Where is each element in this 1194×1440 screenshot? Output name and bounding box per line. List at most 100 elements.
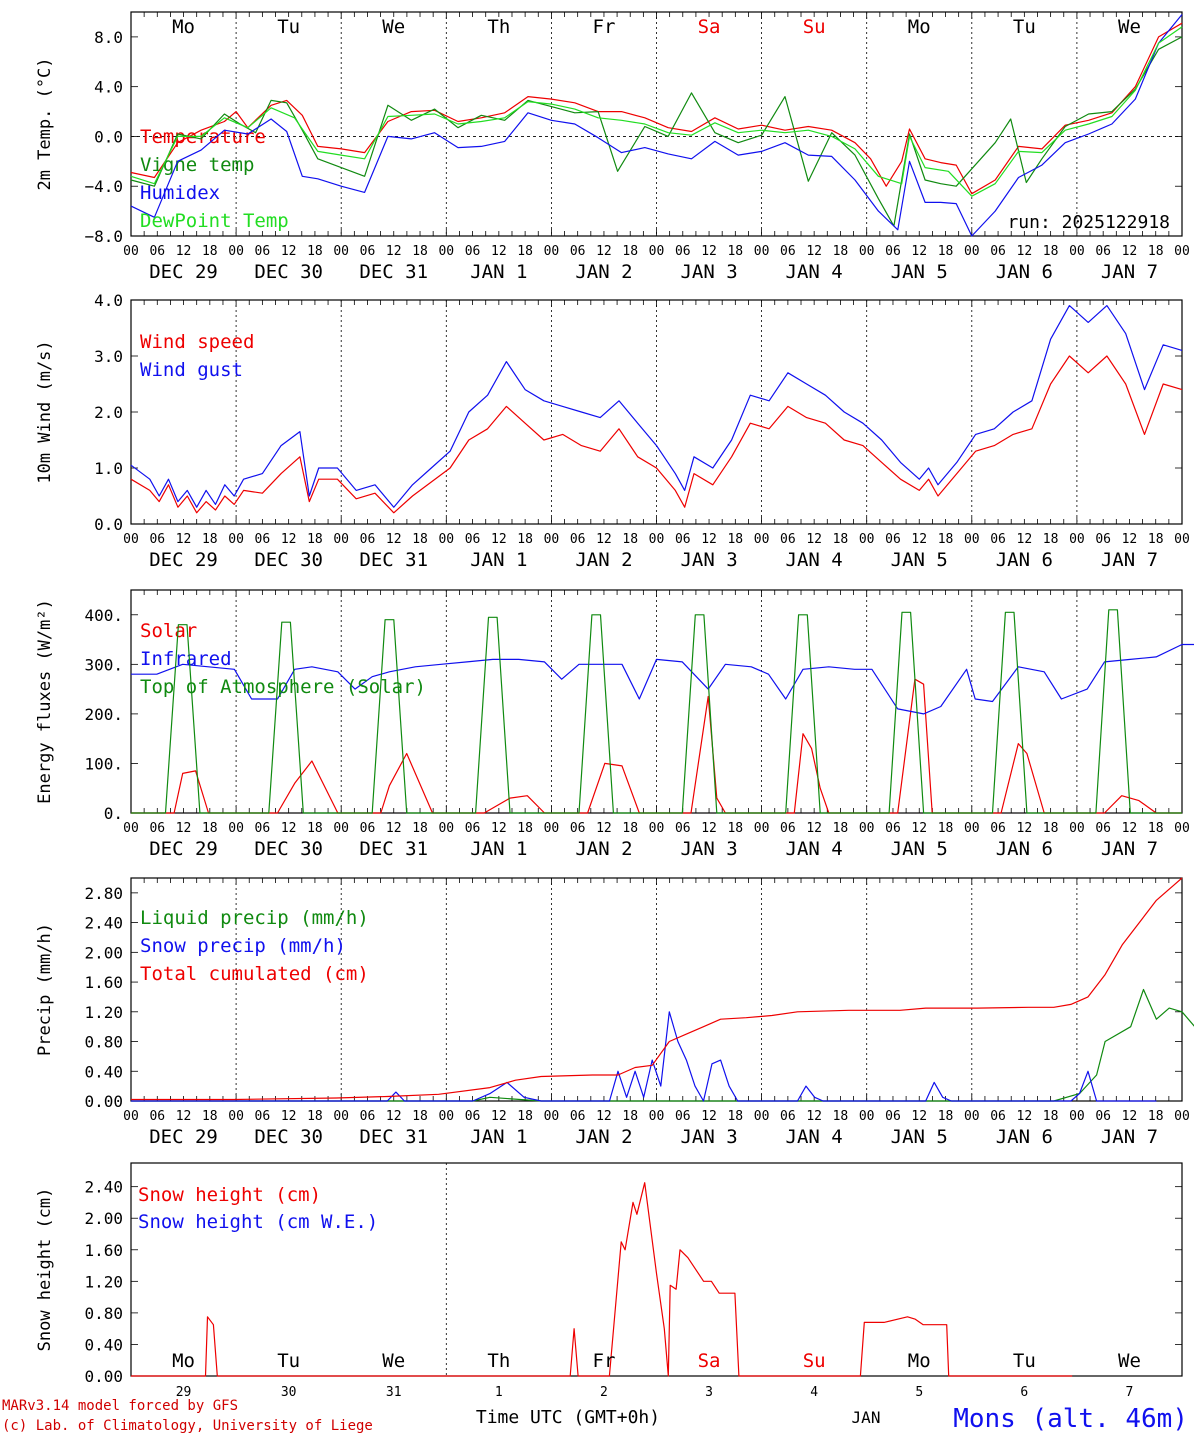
date-label: JAN 6 [996, 838, 1053, 860]
hour-label: 00 [1174, 532, 1190, 547]
hour-label: 06 [570, 821, 586, 836]
date-label: JAN 2 [575, 838, 632, 860]
legend-entry: Infrared [140, 648, 232, 670]
hour-label: 00 [123, 1109, 139, 1124]
hour-label: 18 [1148, 1109, 1164, 1124]
hour-label: 00 [649, 532, 665, 547]
hour-label: 18 [727, 821, 743, 836]
hour-label: 06 [570, 1109, 586, 1124]
date-label: JAN 5 [891, 261, 948, 283]
hour-label: 00 [228, 244, 244, 259]
weekday-label: Fr [593, 16, 616, 38]
y-tick-label: 1.60 [84, 1241, 123, 1260]
series-line-dewpoint-temp [130, 26, 1183, 197]
date-label: DEC 31 [359, 549, 428, 571]
hour-label: 00 [964, 821, 980, 836]
date-label: JAN 3 [680, 261, 737, 283]
hour-label: 06 [885, 1109, 901, 1124]
hour-label: 06 [675, 532, 691, 547]
hour-label: 12 [1017, 244, 1033, 259]
y-axis-title: Precip (mm/h) [35, 923, 55, 1056]
hour-label: 18 [202, 532, 218, 547]
date-label: DEC 31 [359, 1126, 428, 1148]
hour-label: 12 [806, 821, 822, 836]
hour-label: 18 [938, 1109, 954, 1124]
hour-label: 12 [386, 532, 402, 547]
hour-label: 06 [990, 1109, 1006, 1124]
hour-label: 06 [1095, 532, 1111, 547]
hour-label: 06 [255, 532, 271, 547]
hour-label: 00 [438, 244, 454, 259]
hour-label: 06 [780, 244, 796, 259]
hour-label: 00 [123, 244, 139, 259]
y-tick-label: 0.0 [94, 127, 123, 146]
y-axis-title: 2m Temp. (°C) [35, 57, 55, 190]
day-number-label: 31 [386, 1385, 402, 1400]
hour-label: 06 [675, 244, 691, 259]
legend-entry: Total cumulated (cm) [140, 963, 369, 985]
hour-label: 00 [228, 532, 244, 547]
date-label: JAN 6 [996, 549, 1053, 571]
series-line-liquid-precip-mm-h- [131, 988, 1194, 1102]
hour-label: 06 [990, 532, 1006, 547]
hour-label: 18 [622, 532, 638, 547]
hour-label: 18 [622, 244, 638, 259]
y-tick-label: 2.00 [84, 943, 123, 962]
panel-10m-wind: 4.0 3.0 2.0 1.0 0.0 10m Wind (m/s) Wind speed W… [35, 291, 1190, 571]
hour-label: 12 [1017, 821, 1033, 836]
day-number-label: 2 [600, 1385, 608, 1400]
day-number-label: 30 [281, 1385, 297, 1400]
legend-entry: Wind gust [140, 359, 243, 381]
hour-label: 00 [333, 244, 349, 259]
hour-label: 18 [307, 1109, 323, 1124]
hour-label: 12 [1017, 1109, 1033, 1124]
y-tick-label: 200. [84, 705, 123, 724]
hour-label: 06 [255, 1109, 271, 1124]
hour-label: 00 [964, 532, 980, 547]
legend-entry: Snow height (cm W.E.) [138, 1211, 378, 1233]
hour-label: 12 [281, 1109, 297, 1124]
series-line-vigne-temp [130, 36, 1183, 227]
y-tick-label: 0.00 [84, 1367, 123, 1386]
run-annotation: run: 2025122918 [1007, 212, 1170, 233]
hour-label: 00 [1069, 821, 1085, 836]
hour-label: 00 [859, 1109, 875, 1124]
series-line-snow-precip-mm-h- [131, 1011, 1157, 1102]
weekday-label: Sa [698, 1350, 721, 1372]
y-tick-label: 0.0 [94, 515, 123, 534]
hour-label: 00 [1174, 821, 1190, 836]
hour-label: 06 [780, 532, 796, 547]
date-label: JAN 7 [1101, 261, 1158, 283]
hour-label: 18 [1148, 821, 1164, 836]
month-label: JAN [852, 1408, 881, 1427]
hour-label: 06 [675, 1109, 691, 1124]
legend-entry: Snow height (cm) [138, 1184, 321, 1206]
hour-label: 00 [438, 821, 454, 836]
hour-label: 12 [806, 244, 822, 259]
hour-label: 12 [386, 244, 402, 259]
hour-label: 12 [176, 244, 192, 259]
date-label: JAN 5 [891, 838, 948, 860]
date-label: DEC 30 [254, 1126, 323, 1148]
y-tick-label: 0.40 [84, 1062, 123, 1081]
y-tick-label: 0.00 [84, 1092, 123, 1111]
series-line-snow-height-cm- [131, 1182, 1073, 1377]
hour-label: 00 [333, 532, 349, 547]
series-line-humidex [130, 14, 1183, 237]
legend-entry: Solar [140, 620, 197, 642]
hour-label: 12 [701, 532, 717, 547]
date-label: JAN 2 [575, 549, 632, 571]
hour-label: 18 [412, 821, 428, 836]
hour-label: 06 [255, 244, 271, 259]
hour-label: 00 [438, 1109, 454, 1124]
weekday-label: Su [803, 1350, 826, 1372]
hour-label: 00 [754, 532, 770, 547]
series-line-top-of-atmosphere-solar- [131, 609, 1182, 814]
y-tick-label: 3.0 [94, 347, 123, 366]
date-label: DEC 29 [149, 549, 218, 571]
hour-label: 18 [517, 532, 533, 547]
legend-entry: Wind speed [140, 331, 254, 353]
hour-label: 00 [964, 244, 980, 259]
hour-label: 06 [990, 244, 1006, 259]
hour-label: 18 [833, 244, 849, 259]
